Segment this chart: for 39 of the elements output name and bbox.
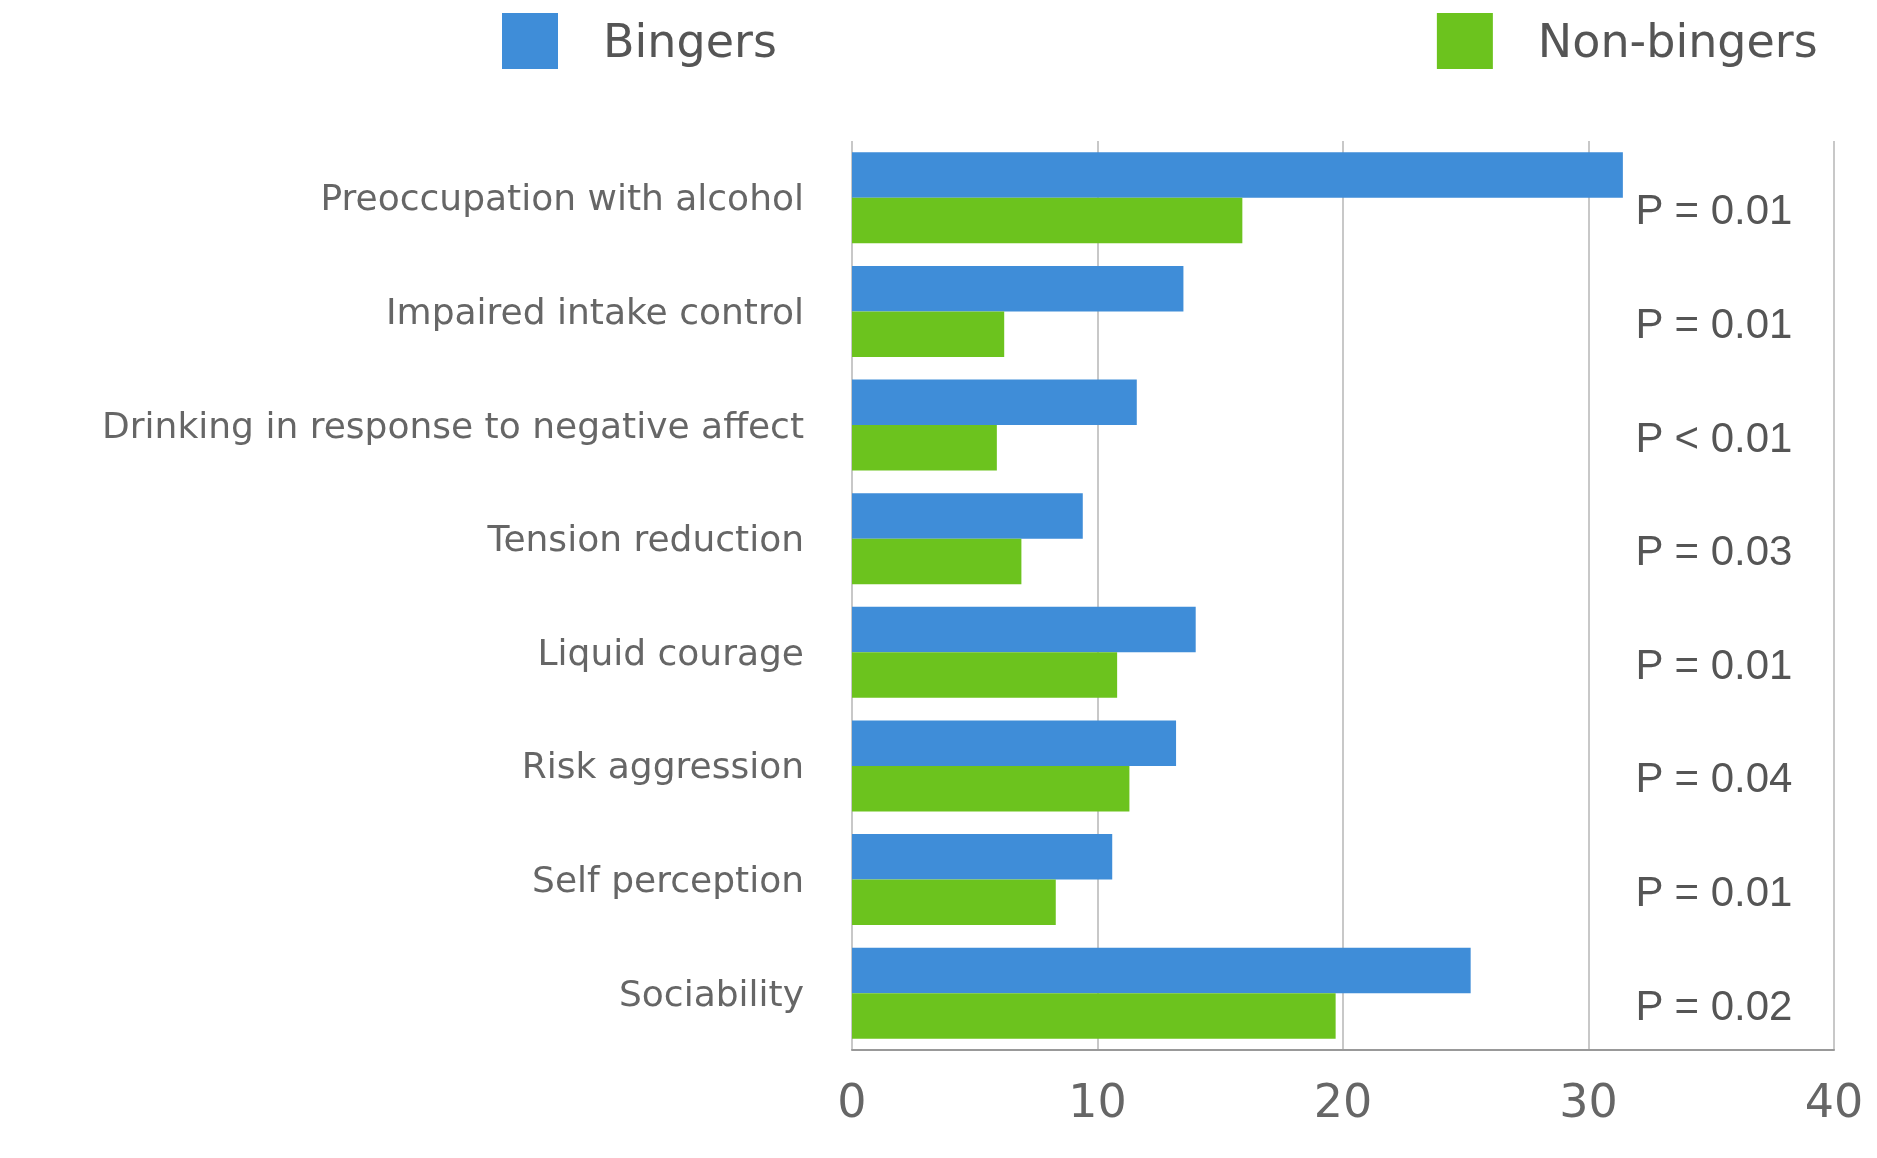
bar	[852, 834, 1113, 880]
y-tick-label: Tension reduction	[486, 518, 804, 560]
x-tick-label: 0	[837, 1074, 867, 1128]
bar	[852, 993, 1336, 1039]
bar	[852, 606, 1196, 653]
bar	[852, 720, 1177, 766]
bar	[852, 311, 1005, 357]
annotation: P = 0.01	[1635, 186, 1793, 234]
bar	[852, 152, 1623, 198]
bar	[852, 379, 1137, 426]
bar	[852, 947, 1471, 994]
annotation: P = 0.01	[1635, 299, 1793, 347]
x-tick-label: 40	[1804, 1074, 1864, 1128]
annotation: P = 0.04	[1635, 754, 1793, 802]
bar	[852, 652, 1118, 698]
annotation: P = 0.02	[1635, 981, 1793, 1029]
annotation: P < 0.01	[1635, 413, 1793, 461]
x-tick-label: 20	[1313, 1074, 1373, 1128]
y-tick-label: Risk aggression	[521, 745, 804, 787]
y-tick-label: Self perception	[532, 859, 804, 901]
y-tick-label: Preoccupation with alcohol	[320, 177, 804, 219]
annotation: P = 0.01	[1635, 868, 1793, 916]
legend-label: Non-bingers	[1537, 14, 1818, 68]
bar	[852, 493, 1083, 539]
bar	[852, 265, 1184, 312]
bar	[852, 197, 1243, 244]
bar	[852, 879, 1056, 926]
bar	[852, 425, 997, 471]
y-tick-label: Drinking in response to negative affect	[102, 404, 804, 446]
y-tick-label: Sociability	[618, 972, 804, 1014]
annotation: P = 0.03	[1635, 527, 1793, 575]
x-tick-label: 30	[1559, 1074, 1618, 1128]
y-tick-label: Impaired intake control	[386, 290, 804, 332]
bar	[852, 538, 1022, 585]
x-tick-label: 10	[1068, 1074, 1127, 1128]
legend-label: Bingers	[603, 14, 777, 68]
bar	[852, 765, 1130, 812]
annotation: P = 0.01	[1635, 640, 1793, 688]
y-tick-label: Liquid courage	[537, 631, 804, 673]
